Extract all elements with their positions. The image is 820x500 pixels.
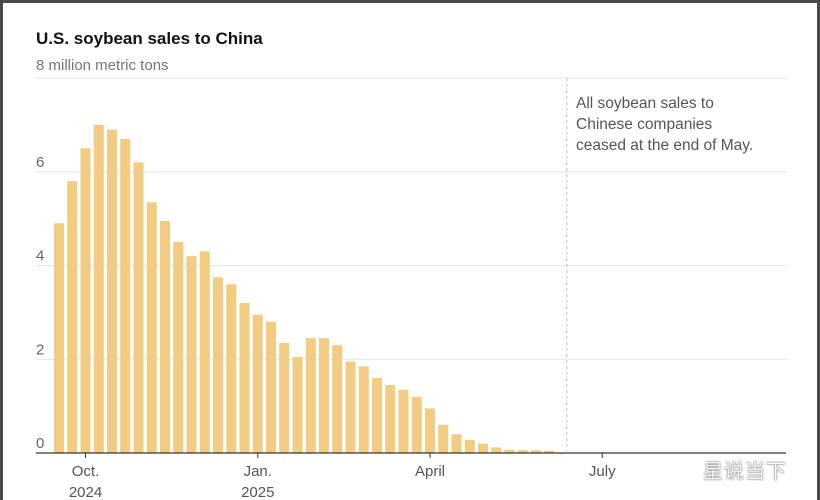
bar xyxy=(411,396,422,453)
x-tick-label: April xyxy=(415,463,445,480)
bar xyxy=(305,338,316,453)
bar xyxy=(252,314,263,453)
y-tick-label: 2 xyxy=(36,341,44,358)
annotation-line: All soybean sales to xyxy=(576,95,714,112)
bar xyxy=(133,162,144,453)
y-axis-unit-label: 8 million metric tons xyxy=(36,57,169,74)
bar xyxy=(67,181,78,453)
bar xyxy=(464,439,475,453)
x-tick-label: Oct. xyxy=(72,463,100,480)
annotation-line: Chinese companies xyxy=(576,116,712,133)
bar xyxy=(385,385,396,453)
bar xyxy=(160,220,170,453)
bar xyxy=(451,434,462,453)
bar xyxy=(425,408,435,453)
bar xyxy=(199,251,210,453)
bar xyxy=(146,202,157,453)
bar xyxy=(292,356,303,453)
bar xyxy=(213,277,223,453)
bar xyxy=(107,129,117,453)
bar xyxy=(491,447,502,453)
bar xyxy=(186,256,197,453)
bar xyxy=(504,449,515,453)
bar xyxy=(544,450,555,453)
bar xyxy=(398,389,409,453)
bar xyxy=(239,303,250,453)
bar xyxy=(345,361,356,453)
bar xyxy=(332,345,343,453)
chart-title: U.S. soybean sales to China xyxy=(36,29,263,48)
x-tick-year-label: 2025 xyxy=(241,484,274,500)
bar xyxy=(93,124,104,453)
bar xyxy=(266,321,276,453)
bar xyxy=(372,378,382,453)
bar xyxy=(478,443,488,453)
annotation-line: ceased at the end of May. xyxy=(576,137,753,154)
bar xyxy=(54,223,64,453)
bar xyxy=(438,424,449,453)
y-tick-label: 4 xyxy=(36,248,44,265)
bar xyxy=(531,450,541,453)
x-tick-year-label: 2024 xyxy=(69,484,102,500)
bar xyxy=(173,242,184,453)
watermark: 星说当下 xyxy=(703,461,787,483)
bar xyxy=(279,342,290,453)
bar xyxy=(80,148,91,453)
x-tick-label: Jan. xyxy=(244,463,272,480)
bar xyxy=(319,338,329,453)
bar xyxy=(120,138,131,453)
bar xyxy=(358,366,369,453)
y-tick-label: 6 xyxy=(36,154,44,171)
x-tick-label: July xyxy=(589,463,616,480)
bar xyxy=(226,284,237,453)
y-tick-label: 0 xyxy=(36,435,44,452)
bar xyxy=(517,450,528,453)
